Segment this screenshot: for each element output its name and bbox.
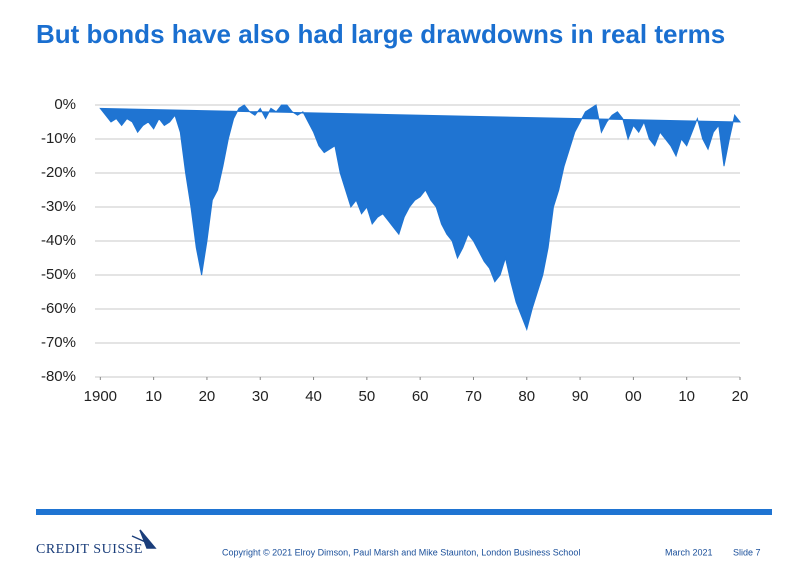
plot: 0% -10% -20% -30% -40% -50% -60% -70% -80% 1900 10… (41, 96, 748, 405)
x-tick-label: 1900 (84, 388, 117, 405)
x-tick-label: 40 (305, 388, 322, 405)
logo: CREDIT SUISSE (36, 542, 143, 557)
date: March 2021 (665, 547, 713, 557)
y-tick-label: -20% (41, 164, 76, 181)
footer-rule (36, 509, 772, 515)
x-tick-label: 00 (625, 388, 642, 405)
x-tick-label: 60 (412, 388, 429, 405)
y-tick-label: -70% (41, 334, 76, 351)
y-tick-label: -30% (41, 198, 76, 215)
y-tick-label: -10% (41, 130, 76, 147)
x-tick-label: 90 (572, 388, 589, 405)
x-tick-label: 10 (678, 388, 695, 405)
y-tick-label: -40% (41, 232, 76, 249)
y-tick-label: -50% (41, 266, 76, 283)
chart-title: But bonds have also had large drawdowns … (36, 19, 725, 49)
x-tick-label: 30 (252, 388, 269, 405)
y-tick-label: -60% (41, 300, 76, 317)
x-tick-label: 20 (199, 388, 216, 405)
x-tick-label: 70 (465, 388, 482, 405)
slide-number: Slide 7 (733, 547, 761, 557)
area (99, 104, 742, 332)
x-tick-label: 20 (732, 388, 749, 405)
x-tick-label: 50 (359, 388, 376, 405)
logo-mark (131, 529, 157, 549)
x-tick-label: 80 (518, 388, 535, 405)
y-tick-label: -80% (41, 368, 76, 385)
y-tick-label: 0% (54, 96, 76, 113)
copyright: Copyright © 2021 Elroy Dimson, Paul Mars… (222, 547, 580, 557)
x-tick-label: 10 (145, 388, 162, 405)
